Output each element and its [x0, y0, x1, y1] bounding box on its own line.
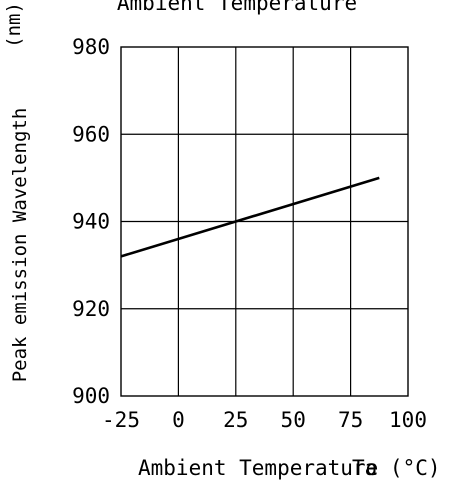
- x-tick-label: 100: [389, 408, 427, 432]
- y-tick-labels: 980 960 940 920 900: [72, 35, 110, 408]
- x-tick-label: 75: [338, 408, 363, 432]
- y-tick-label: 980: [72, 35, 110, 59]
- y-tick-label: 920: [72, 297, 110, 321]
- x-tick-label: 0: [172, 408, 185, 432]
- x-axis-unit-label: Ta (°C): [352, 456, 441, 480]
- series-line: [120, 176, 380, 258]
- x-tick-label: -25: [102, 408, 140, 432]
- plot-border: [120, 46, 409, 397]
- series-group: [120, 176, 380, 258]
- y-tick-label: 940: [72, 210, 110, 234]
- x-axis-label: Ambient Temperature: [138, 456, 378, 480]
- y-axis-label: Peak emission Wavelength: [9, 108, 31, 383]
- x-tick-label: 50: [281, 408, 306, 432]
- grid: [121, 47, 408, 396]
- y-axis-unit-label: (nm): [3, 2, 25, 48]
- x-tick-label: 25: [223, 408, 248, 432]
- y-tick-label: 960: [72, 122, 110, 146]
- y-tick-label: 900: [72, 384, 110, 408]
- plot-frame: [120, 46, 409, 397]
- chart-title: Ambient Temperature: [117, 0, 357, 15]
- x-tick-labels: -25 0 25 50 75 100: [102, 408, 427, 432]
